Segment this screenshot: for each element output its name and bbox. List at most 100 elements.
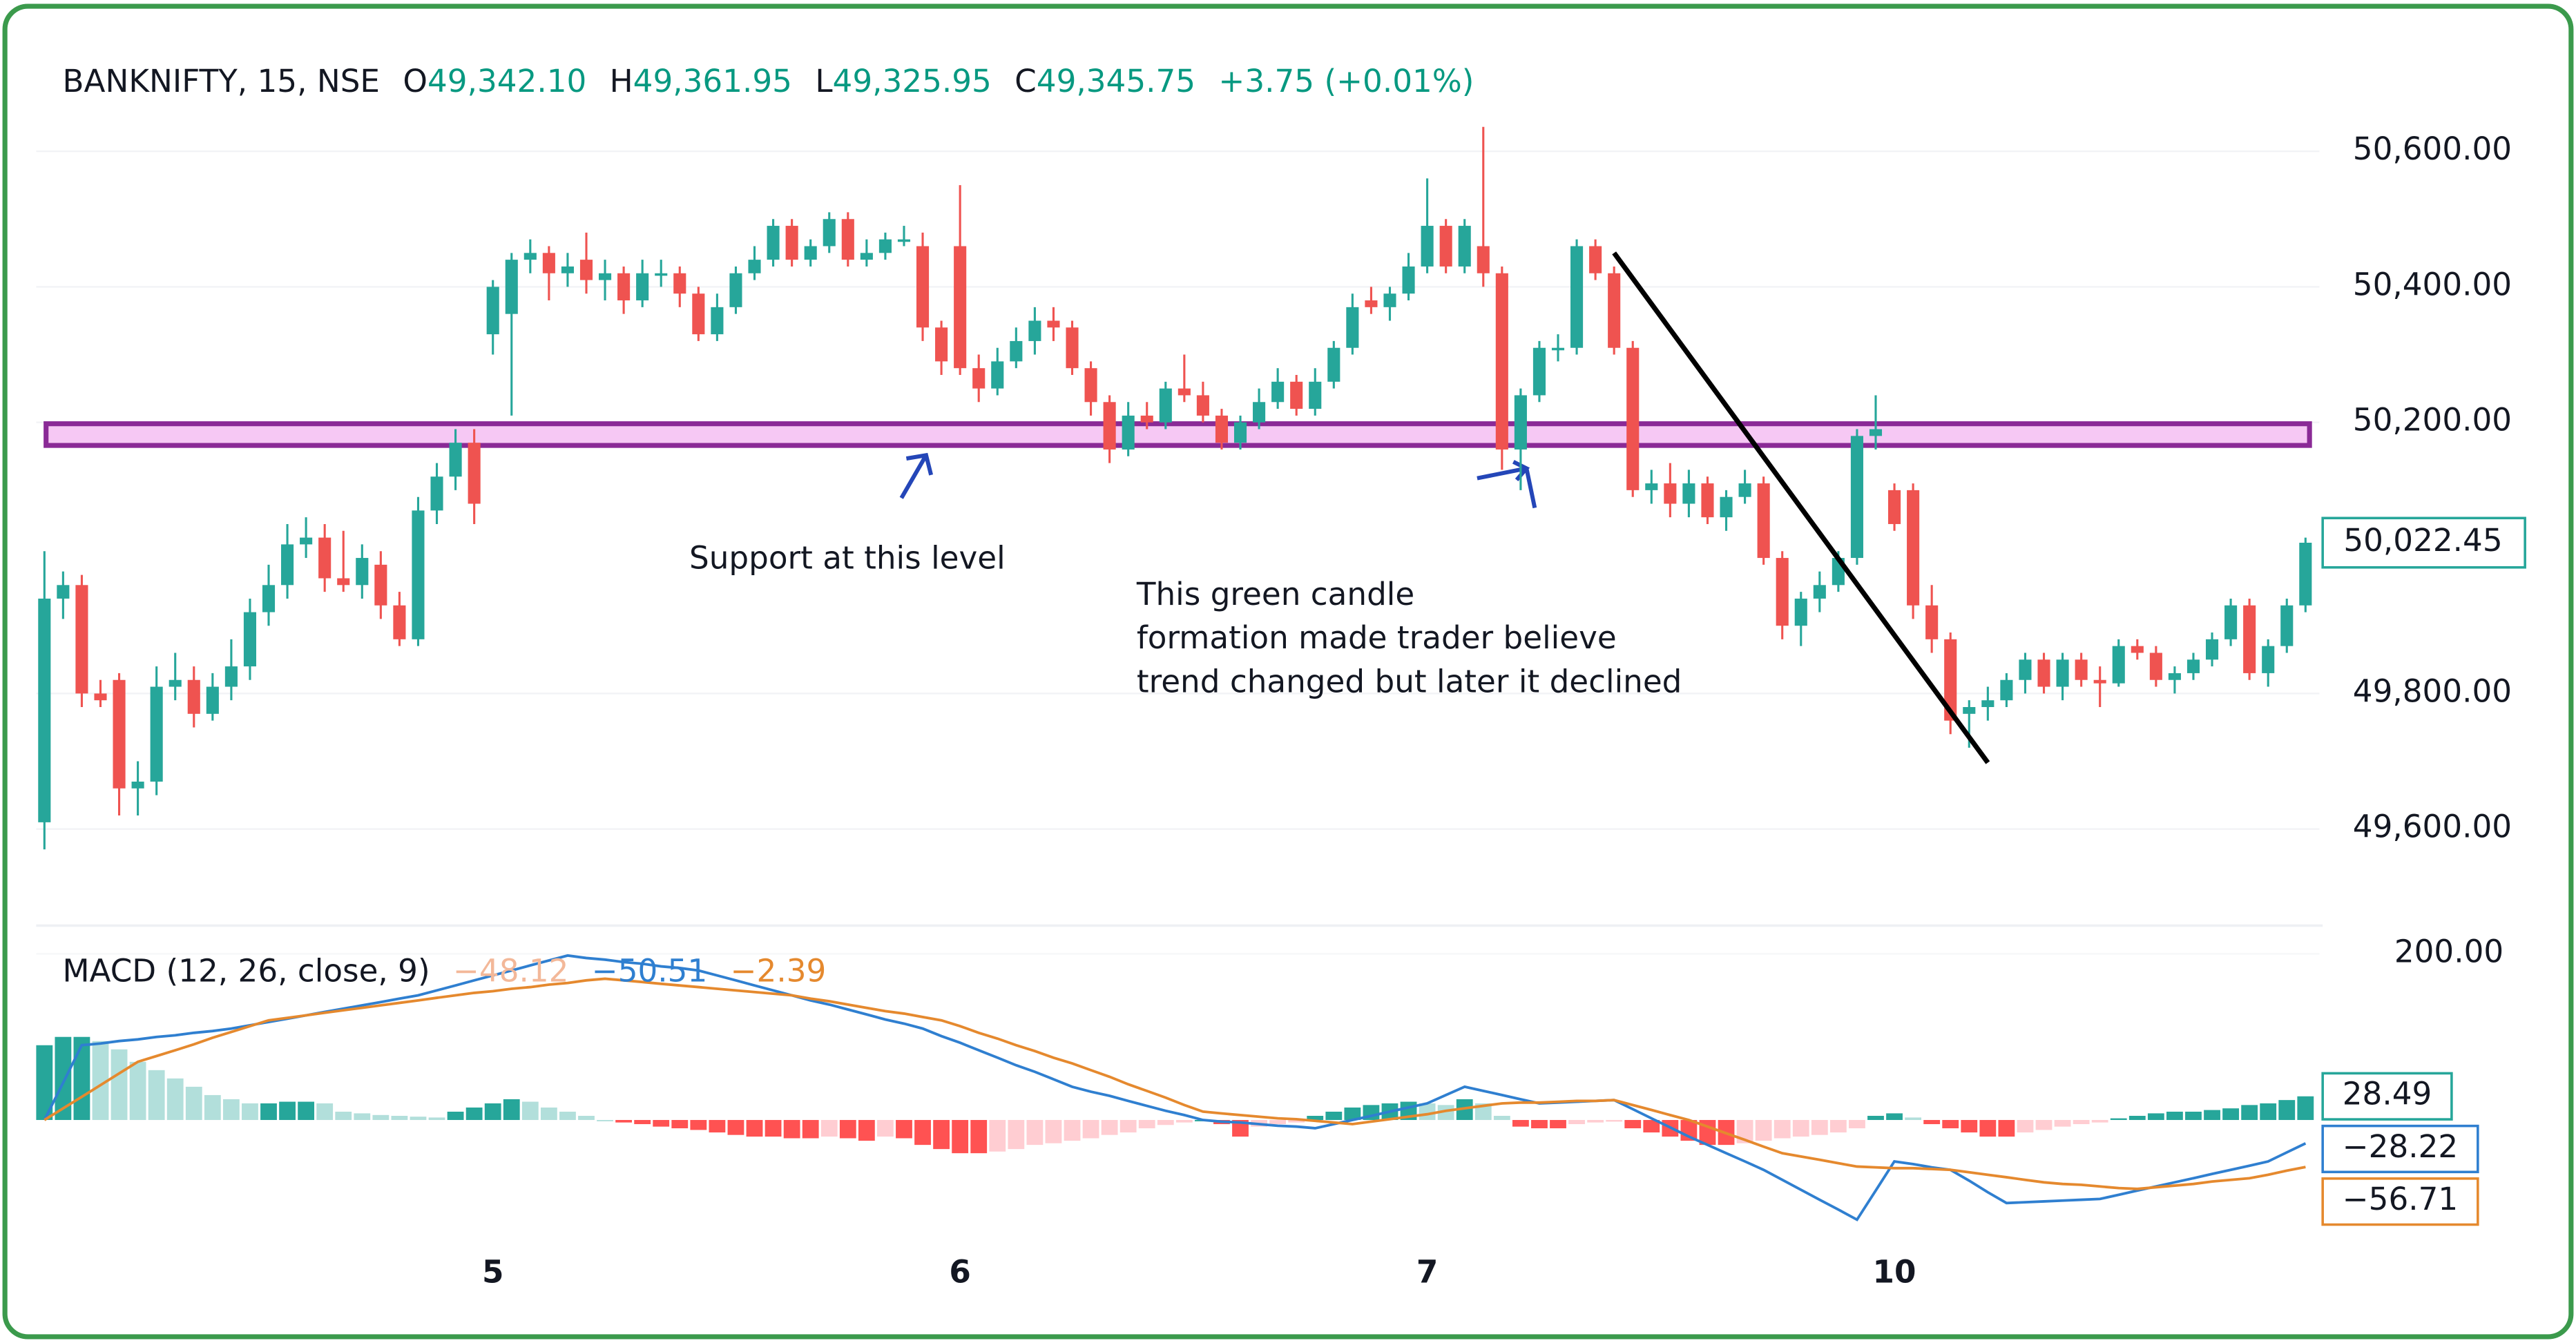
histogram-bar <box>559 1111 576 1121</box>
candle-body <box>449 443 462 477</box>
histogram-bar <box>204 1094 221 1121</box>
histogram-bar <box>129 1061 146 1121</box>
histogram-bar <box>1269 1120 1287 1125</box>
candle-body <box>2149 653 2162 680</box>
candle-body <box>1514 395 1527 450</box>
candle-body <box>2131 646 2144 653</box>
candle-body <box>1028 320 1041 341</box>
candle-body <box>1327 347 1340 382</box>
histogram-bar <box>521 1101 539 1121</box>
candle-body <box>598 273 612 280</box>
candle-body <box>1701 483 1714 518</box>
candle-body <box>1495 273 1508 450</box>
histogram-bar <box>989 1120 1006 1152</box>
candle-body <box>561 266 574 273</box>
ohlc-key: C <box>1015 63 1037 99</box>
candle-body <box>468 443 481 504</box>
annotation: This green candle <box>1136 576 1414 612</box>
histogram-bar <box>484 1103 501 1121</box>
candle-body <box>1346 307 1359 348</box>
x-tick-label: 5 <box>482 1253 504 1290</box>
candle-body <box>542 253 555 273</box>
candle-body <box>1196 395 1209 416</box>
symbol: BANKNIFTY, 15, NSE <box>63 63 381 99</box>
candle-body <box>94 693 107 701</box>
candle-body <box>2299 543 2312 606</box>
y-tick-label: 50,200.00 <box>2353 402 2512 438</box>
histogram-bar <box>597 1120 613 1121</box>
candle-body <box>991 361 1004 389</box>
histogram-bar <box>428 1117 445 1121</box>
x-tick-label: 6 <box>949 1253 970 1290</box>
histogram-bar <box>55 1036 72 1121</box>
histogram-bar <box>1774 1120 1791 1139</box>
candle-body <box>1421 226 1434 267</box>
candle-body <box>1925 605 1939 639</box>
histogram-bar <box>1829 1120 1847 1133</box>
candle-body <box>2000 679 2013 701</box>
histogram-bar <box>1643 1120 1660 1133</box>
y-tick-label: 49,600.00 <box>2353 809 2512 845</box>
histogram-bar <box>1568 1120 1585 1125</box>
histogram-bar <box>1493 1116 1510 1121</box>
candle-body <box>2093 679 2106 684</box>
histogram-bar <box>540 1107 557 1121</box>
annotation: trend changed but later it declined <box>1137 663 1682 699</box>
y-tick-label: 50,600.00 <box>2353 131 2512 167</box>
candle-body <box>1720 496 1733 518</box>
histogram-bar <box>1157 1120 1174 1125</box>
candle-body <box>579 260 593 280</box>
candle-body <box>1551 347 1565 351</box>
histogram-bar <box>316 1103 334 1121</box>
macd-line <box>44 977 2306 1190</box>
histogram-bar <box>1325 1111 1343 1121</box>
histogram-bar <box>2017 1120 2034 1133</box>
y-tick-label: 49,800.00 <box>2353 673 2512 709</box>
candle-body <box>841 219 854 260</box>
value-box <box>2321 1124 2479 1174</box>
histogram-bar <box>839 1120 856 1139</box>
candle-body <box>935 327 948 362</box>
histogram-bar <box>1811 1120 1828 1135</box>
histogram-bar <box>36 1045 53 1121</box>
candle-body <box>1477 246 1490 273</box>
last-price-label: 50,022.45 <box>2343 522 2502 559</box>
histogram-bar <box>148 1070 165 1121</box>
histogram-bar <box>1288 1120 1305 1123</box>
histogram-bar <box>2185 1111 2202 1121</box>
candle-body <box>337 578 350 586</box>
candle-body <box>1159 388 1172 423</box>
histogram-bar <box>1849 1120 1865 1129</box>
histogram-bar <box>2222 1108 2240 1121</box>
histogram-bar <box>653 1120 670 1127</box>
histogram-bar <box>1082 1120 1099 1139</box>
candle-body <box>224 666 238 687</box>
candle-body <box>785 226 798 260</box>
histogram-bar <box>1867 1116 1884 1121</box>
histogram-bar <box>634 1120 651 1125</box>
histogram-bar <box>952 1120 969 1154</box>
histogram-bar <box>410 1117 427 1121</box>
trendline <box>1612 251 1990 764</box>
candle-body <box>804 246 817 260</box>
histogram-bar <box>1886 1113 1903 1121</box>
frame <box>2 3 2574 1340</box>
histogram-bar <box>820 1120 838 1137</box>
histogram-bar <box>1755 1120 1772 1141</box>
ohlc-key: O <box>403 63 427 99</box>
candle-body <box>2224 605 2238 639</box>
candle-body <box>1402 266 1415 294</box>
candle-body <box>1757 483 1770 559</box>
histogram-bar <box>877 1120 894 1137</box>
histogram-bar <box>2204 1110 2220 1121</box>
histogram-bar <box>242 1103 258 1121</box>
histogram-bar <box>391 1116 408 1121</box>
candle-body <box>916 246 930 328</box>
histogram-bar <box>465 1107 483 1121</box>
candle-body <box>393 605 406 639</box>
candle-body <box>318 537 331 579</box>
histogram-bar <box>185 1086 202 1121</box>
histogram-bar <box>671 1120 689 1129</box>
histogram-bar <box>615 1120 633 1123</box>
